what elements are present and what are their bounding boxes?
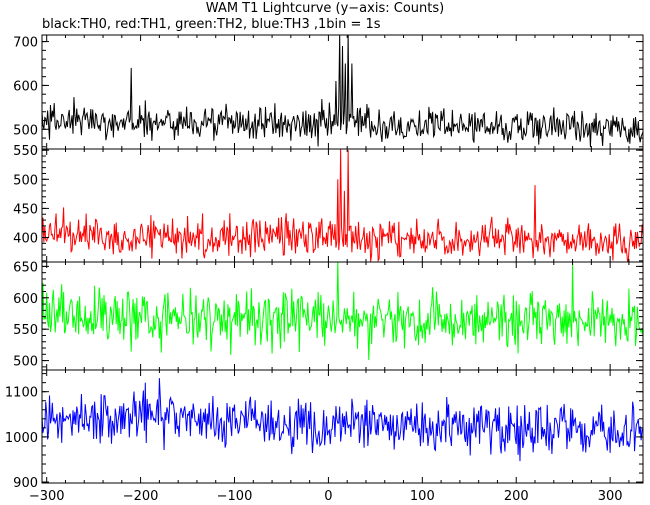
- x-axis: −300 −200 −100 0 100 200 300: [29, 489, 623, 504]
- panel-frame: [41, 369, 644, 484]
- y-tick-label: 900: [13, 476, 38, 491]
- series-line-th1: [42, 149, 643, 262]
- y-tick-label: 500: [13, 123, 38, 138]
- y-tick-label: 500: [13, 355, 38, 370]
- series-line-th0: [42, 35, 643, 148]
- panel-th0: 500 600 700: [13, 34, 644, 150]
- x-tick-label: 200: [504, 489, 529, 504]
- y-tick-label: 550: [13, 144, 38, 159]
- panel-th3: 900 1000 1100: [5, 369, 644, 491]
- y-tick-label: 600: [13, 292, 38, 307]
- x-tick-label: 100: [410, 489, 435, 504]
- panel-th2: 500 550 600 650: [13, 260, 644, 371]
- chart-title: WAM T1 Lightcurve (y−axis: Counts): [205, 1, 445, 16]
- series-line-th3: [42, 378, 643, 462]
- y-tick-label: 1100: [5, 386, 38, 401]
- chart-subtitle: black:TH0, red:TH1, green:TH2, blue:TH3 …: [42, 17, 381, 32]
- x-tick-label: −300: [29, 489, 65, 504]
- panels-group: 500 600 700 400 450 500 550 500 550 600 650 900 1000…: [5, 34, 644, 491]
- series-line-th2: [42, 262, 643, 361]
- y-tick-label: 1000: [5, 431, 38, 446]
- y-tick-label: 400: [13, 232, 38, 247]
- y-tick-label: 650: [13, 260, 38, 275]
- x-tick-label: 0: [324, 489, 332, 504]
- y-tick-label: 450: [13, 202, 38, 217]
- panel-th1: 400 450 500 550: [13, 144, 644, 263]
- y-tick-label: 600: [13, 79, 38, 94]
- x-tick-label: −200: [123, 489, 159, 504]
- x-tick-label: −100: [217, 489, 253, 504]
- y-tick-label: 550: [13, 323, 38, 338]
- y-tick-label: 700: [13, 36, 38, 51]
- x-tick-label: 300: [598, 489, 623, 504]
- y-tick-label: 500: [13, 173, 38, 188]
